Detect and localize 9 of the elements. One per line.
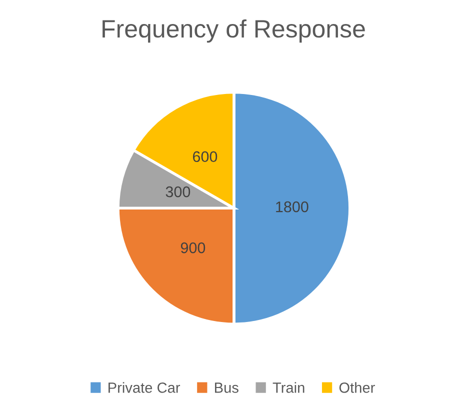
data-label: 300 (166, 186, 190, 198)
chart-title: Frequency of Response (102, 19, 365, 43)
legend-label: Private Car (108, 382, 180, 393)
legend-label: Train (272, 382, 304, 393)
legend-label: Bus (215, 382, 238, 393)
legend-label: Other (339, 382, 375, 393)
data-label: 600 (193, 151, 218, 162)
data-label: 900 (180, 242, 206, 254)
data-label: 1800 (276, 201, 308, 212)
